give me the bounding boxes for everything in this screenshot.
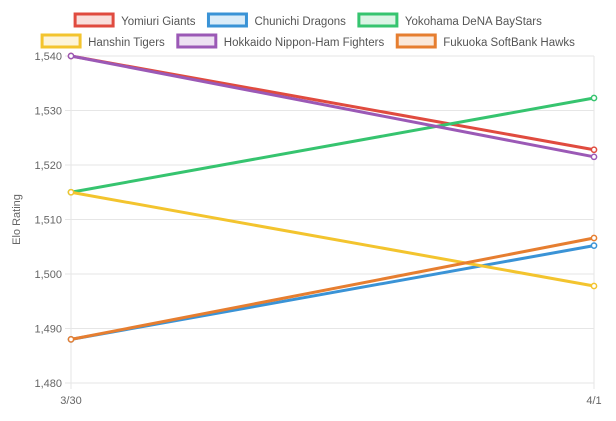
legend-item[interactable]: Hokkaido Nippon-Ham Fighters <box>176 33 385 49</box>
y-tick-label: 1,490 <box>34 324 62 336</box>
x-tick-label: 4/1 <box>586 395 601 407</box>
legend-item[interactable]: Chunichi Dragons <box>206 12 346 28</box>
series-line <box>69 54 596 159</box>
legend-item[interactable]: Hanshin Tigers <box>40 33 165 49</box>
data-point[interactable] <box>590 282 598 290</box>
legend-label: Hanshin Tigers <box>88 37 165 49</box>
legend-swatch <box>73 12 115 28</box>
legend-swatch <box>395 33 437 49</box>
series-hokkaido-nippon-ham-fighters <box>67 52 598 161</box>
data-point[interactable] <box>67 336 75 343</box>
legend-label: Chunichi Dragons <box>254 16 346 28</box>
series-line <box>69 236 596 341</box>
series-chunichi-dragons <box>67 242 598 343</box>
axes: 1,480 1,490 1,500 1,510 1,520 1,530 1,540 3/30 4… <box>11 51 602 407</box>
data-point[interactable] <box>590 242 598 250</box>
legend-item[interactable]: Yomiuri Giants <box>73 12 196 28</box>
series-fukuoka-softbank-hawks <box>67 234 598 343</box>
y-axis-title: Elo Rating <box>11 194 23 245</box>
legend-swatch <box>176 33 218 49</box>
series-line <box>69 190 596 288</box>
data-point[interactable] <box>67 188 75 196</box>
legend-label: Fukuoka SoftBank Hawks <box>443 37 575 49</box>
y-tick-label: 1,480 <box>34 378 62 390</box>
y-tick-label: 1,530 <box>34 106 62 118</box>
x-tick-label: 3/30 <box>60 395 81 407</box>
legend-swatch <box>357 12 399 28</box>
y-tick-label: 1,540 <box>34 51 62 63</box>
grid <box>65 55 595 389</box>
y-tick-label: 1,520 <box>34 160 62 172</box>
data-point[interactable] <box>67 52 75 60</box>
data-point[interactable] <box>590 234 598 242</box>
legend-item[interactable]: Yokohama DeNA BayStars <box>357 12 542 28</box>
series-lines <box>67 52 598 343</box>
legend[interactable]: Yomiuri Giants Chunichi Dragons Yokohama D… <box>40 12 575 49</box>
data-point[interactable] <box>590 153 598 161</box>
legend-label: Hokkaido Nippon-Ham Fighters <box>224 37 385 49</box>
legend-item[interactable]: Fukuoka SoftBank Hawks <box>395 33 575 49</box>
series-yomiuri-giants <box>67 52 598 154</box>
legend-label: Yokohama DeNA BayStars <box>405 16 542 28</box>
y-tick-label: 1,510 <box>34 215 62 227</box>
legend-swatch <box>206 12 248 28</box>
legend-label: Yomiuri Giants <box>121 16 196 28</box>
data-point[interactable] <box>590 146 598 154</box>
y-tick-label: 1,500 <box>34 269 62 281</box>
legend-swatch <box>40 33 82 49</box>
series-line <box>69 96 596 194</box>
series-hanshin-tigers <box>67 188 598 290</box>
data-point[interactable] <box>590 94 598 102</box>
